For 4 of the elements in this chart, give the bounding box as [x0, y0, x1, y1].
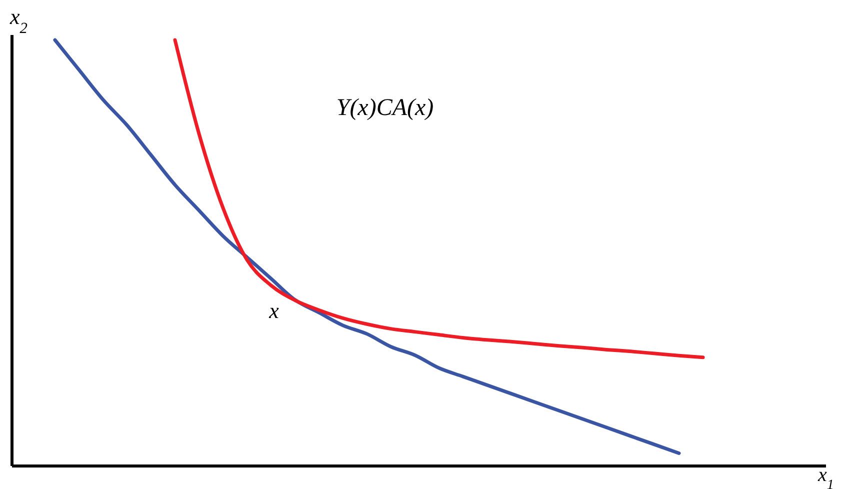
annotation: Y(x)CA(x): [336, 95, 434, 121]
y-axis-title: x$_{2}$: [9, 4, 28, 36]
text: x$_{1}$: [817, 464, 834, 489]
annotation: x: [268, 298, 280, 323]
